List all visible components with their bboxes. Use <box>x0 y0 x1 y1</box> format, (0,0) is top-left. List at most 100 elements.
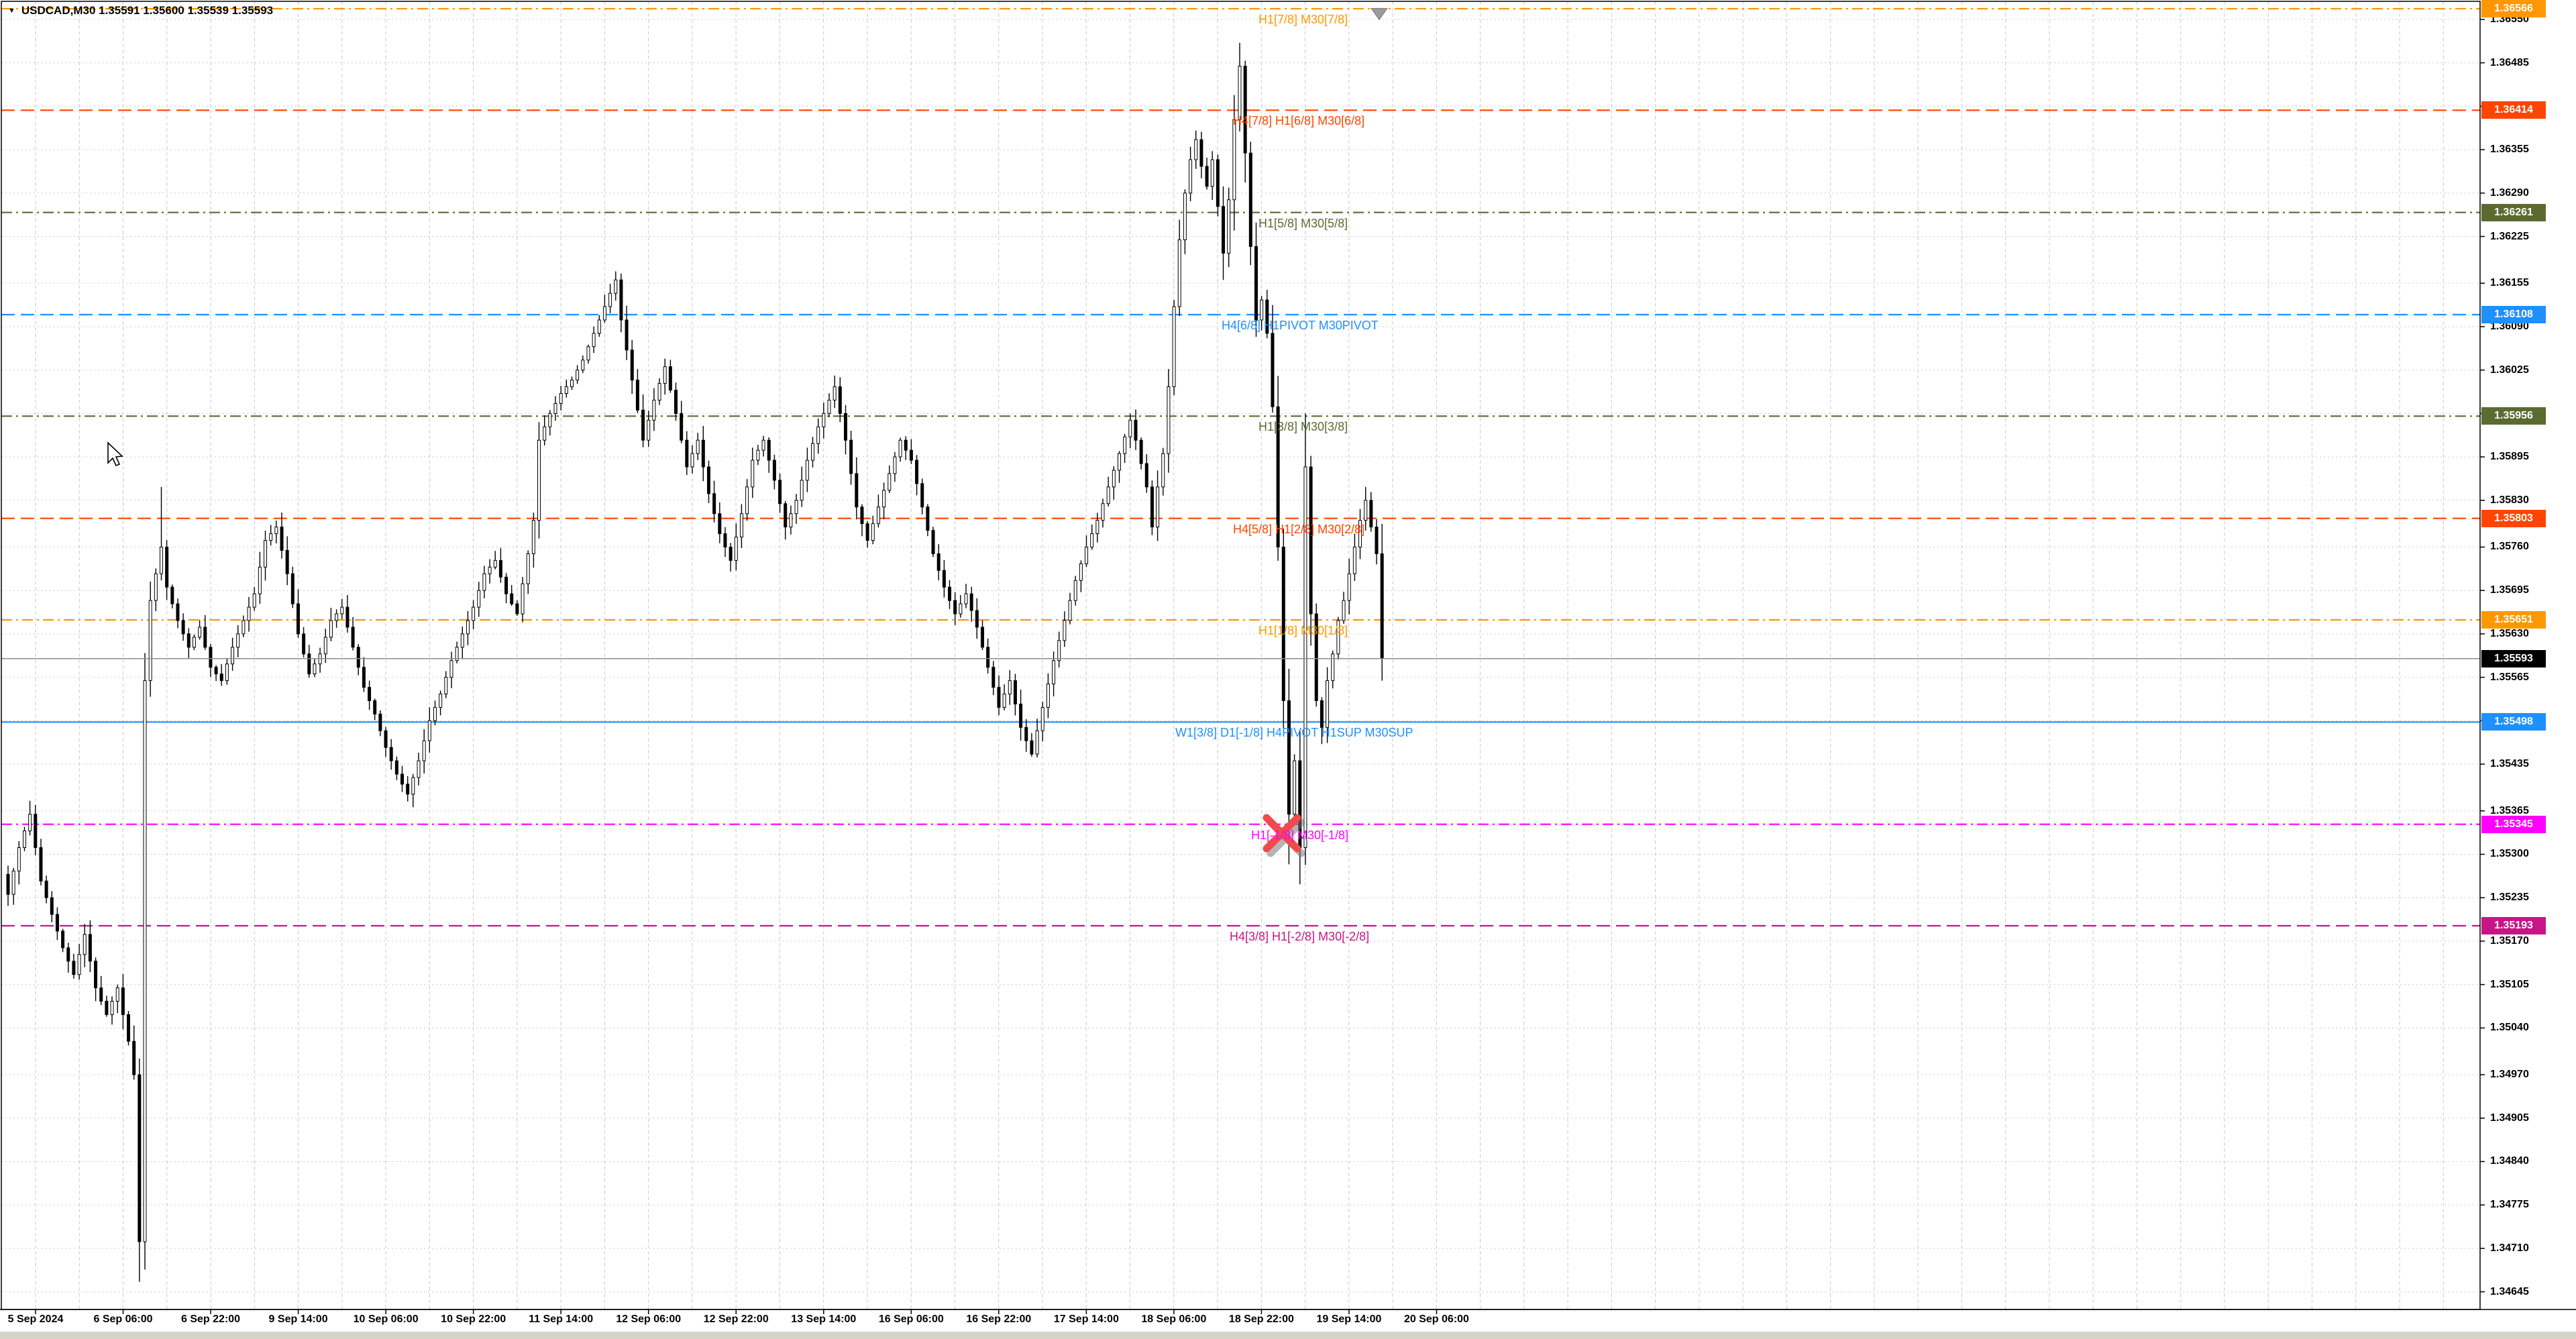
bear-candle-body <box>706 466 710 494</box>
bull-candle-body <box>329 620 333 638</box>
murrey-level-label: H4[5/8] H1[2/8] M30[2/8] <box>1233 522 1365 536</box>
bear-candle-body <box>718 513 722 535</box>
bull-candle-body <box>614 279 618 294</box>
bull-candle-body <box>608 292 612 307</box>
bear-candle-body <box>1024 727 1028 741</box>
price-axis-label: 1.35830 <box>2490 494 2529 506</box>
bull-candle-body <box>460 633 464 648</box>
bull-candle-body <box>1172 306 1176 388</box>
symbol-info-bar: ▼ USDCAD,M30 1.35591 1.35600 1.35539 1.3… <box>8 4 273 17</box>
bear-candle-body <box>510 593 514 604</box>
bull-candle-body <box>811 443 815 461</box>
bear-candle-body <box>674 390 678 414</box>
bear-candle-body <box>389 747 393 761</box>
bull-candle-body <box>1101 503 1105 521</box>
bull-candle-body <box>548 413 552 427</box>
bear-candle-body <box>1030 740 1034 755</box>
bear-candle-body <box>214 667 218 675</box>
bull-candle-body <box>734 537 738 561</box>
murrey-level-label: H1[1/8] M30[1/8] <box>1258 624 1348 637</box>
bear-candle-body <box>1019 703 1023 728</box>
bear-candle-body <box>209 647 213 668</box>
price-axis-label: 1.35435 <box>2490 758 2529 770</box>
bear-candle-body <box>280 527 284 551</box>
bull-candle-body <box>537 439 541 521</box>
price-axis-label: 1.36090 <box>2490 320 2529 332</box>
bull-candle-body <box>1210 159 1214 187</box>
bear-candle-body <box>630 350 634 381</box>
bull-candle-body <box>247 606 251 621</box>
bull-candle-body <box>833 386 837 400</box>
price-axis-label: 1.34905 <box>2490 1112 2529 1124</box>
sell-signal-triangle-icon[interactable] <box>1371 8 1388 21</box>
bear-candle-body <box>186 633 191 648</box>
time-axis-label: 13 Sep 14:00 <box>791 1314 857 1325</box>
bull-candle-body <box>1117 453 1121 471</box>
bear-candle-body <box>1380 553 1384 659</box>
bull-candle-body <box>964 593 968 604</box>
bull-candle-body <box>592 333 596 347</box>
bear-candle-body <box>498 559 502 578</box>
bull-candle-body <box>564 386 568 394</box>
bull-candle-body <box>1177 239 1181 307</box>
price-level-badge: 1.35345 <box>2481 815 2546 833</box>
time-axis-label: 16 Sep 22:00 <box>966 1314 1032 1325</box>
bull-candle-body <box>531 520 535 554</box>
bull-candle-body <box>570 380 574 388</box>
bear-candle-body <box>915 460 919 484</box>
bull-candle-body <box>1085 546 1089 564</box>
bear-candle-body <box>1276 406 1280 547</box>
price-axis-label: 1.36155 <box>2490 277 2529 289</box>
bear-candle-body <box>307 653 311 675</box>
price-axis-label: 1.34970 <box>2490 1069 2529 1081</box>
bear-candle-body <box>394 760 398 775</box>
bear-candle-body <box>619 279 623 321</box>
price-axis-label: 1.35365 <box>2490 804 2529 816</box>
collapse-chevron-icon[interactable]: ▼ <box>8 7 15 15</box>
bull-candle-body <box>1303 466 1307 849</box>
bear-candle-body <box>920 483 924 508</box>
time-axis-label: 10 Sep 22:00 <box>441 1314 506 1325</box>
bear-candle-body <box>72 961 76 975</box>
price-axis-label: 1.35565 <box>2490 671 2529 683</box>
rejection-x-icon[interactable] <box>1263 814 1301 853</box>
bull-candle-body <box>269 533 273 541</box>
bull-candle-body <box>449 660 453 678</box>
bear-candle-body <box>723 533 727 547</box>
time-axis-label: 16 Sep 06:00 <box>878 1314 944 1325</box>
bull-candle-body <box>745 486 749 515</box>
bull-candle-body <box>1364 500 1368 521</box>
bull-candle-body <box>526 553 530 584</box>
bear-candle-body <box>784 503 788 528</box>
murrey-level-label: H1[5/8] M30[5/8] <box>1258 216 1348 230</box>
price-level-badge: 1.35498 <box>2481 713 2546 731</box>
bear-candle-body <box>105 1001 109 1015</box>
bull-candle-body <box>439 694 443 708</box>
bull-candle-body <box>335 613 339 621</box>
bull-candle-body <box>231 647 235 665</box>
bull-candle-body <box>455 647 459 661</box>
time-axis-label: 9 Sep 14:00 <box>268 1314 328 1325</box>
bull-candle-body <box>417 760 421 778</box>
bull-candle-body <box>756 449 760 461</box>
bear-candle-body <box>1222 206 1226 254</box>
bull-candle-body <box>1161 453 1165 488</box>
bull-candle-body <box>236 633 240 648</box>
bear-candle-body <box>132 1040 136 1075</box>
price-level-badge: 1.35193 <box>2481 916 2546 934</box>
bull-candle-body <box>477 590 481 608</box>
bear-candle-body <box>44 880 48 898</box>
bear-candle-body <box>94 961 98 989</box>
bull-candle-body <box>1090 533 1094 547</box>
bear-candle-body <box>1013 680 1017 704</box>
bear-candle-body <box>772 460 776 481</box>
bear-candle-body <box>351 627 355 648</box>
bull-candle-body <box>805 460 809 481</box>
price-axis-label: 1.34840 <box>2490 1155 2529 1167</box>
price-axis-label: 1.34645 <box>2490 1285 2529 1297</box>
bear-candle-body <box>1150 486 1154 528</box>
bull-candle-body <box>192 637 196 648</box>
bear-candle-body <box>1320 700 1324 728</box>
